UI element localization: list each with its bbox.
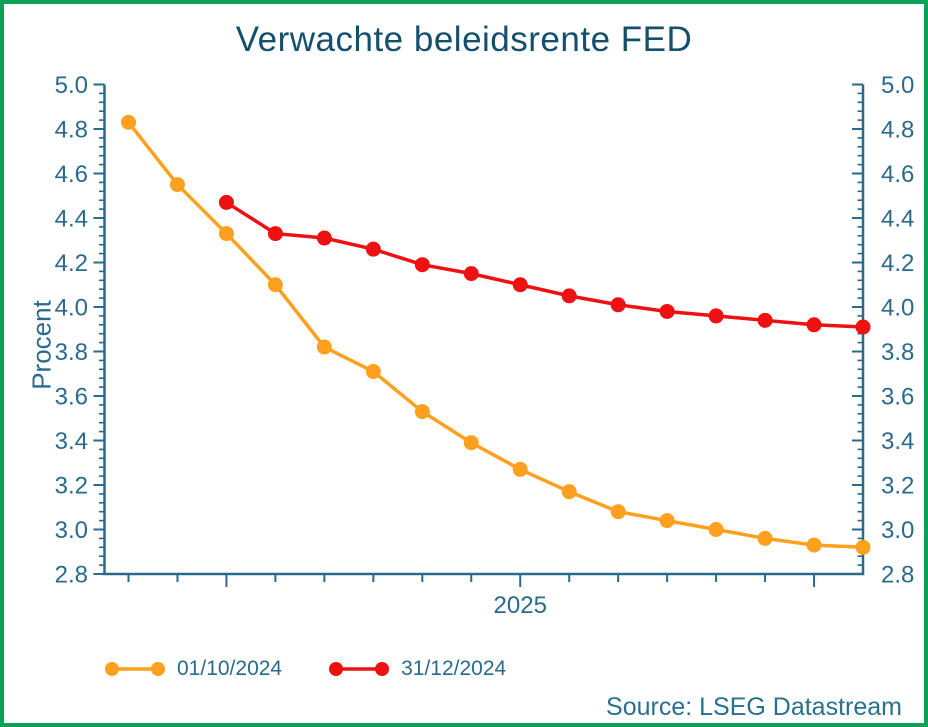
- series-1-point: [561, 288, 577, 304]
- plot-area: 5.0 5.0 4.8 4.8 4.6 4.6 4.4 4.4 4.2 4.2 4.0 4.0 3.8 3…: [55, 72, 915, 619]
- series-1-line: [224, 200, 865, 329]
- y-tick-label-left: 2.8: [55, 562, 88, 589]
- y-tick-label-right: 3.4: [881, 428, 914, 455]
- legend-item-series-1: 31/12/2024: [327, 657, 506, 681]
- series-1-point: [659, 303, 675, 319]
- series-0-point: [806, 537, 822, 553]
- legend-dot: [329, 662, 344, 676]
- axes: 5.0 5.0 4.8 4.8 4.6 4.6 4.4 4.4 4.2 4.2 4.0 4.0 3.8 3…: [55, 72, 915, 619]
- series-1: [218, 194, 871, 335]
- series-0-point: [169, 177, 185, 193]
- y-tick-label-left: 4.0: [55, 295, 88, 322]
- series-0-point: [708, 522, 724, 537]
- y-tick-label-left: 4.4: [55, 206, 88, 233]
- series-1-point: [365, 241, 381, 257]
- y-tick-label-right: 4.6: [881, 161, 914, 188]
- series-0-point: [561, 484, 577, 500]
- series-0-point: [659, 513, 675, 529]
- y-tick-label-right: 3.6: [881, 384, 914, 411]
- legend-dot: [151, 662, 165, 676]
- y-tick-label-right: 3.0: [881, 517, 914, 544]
- series-0: [121, 114, 871, 555]
- series-1-point: [708, 308, 724, 324]
- series-0-point: [414, 404, 430, 420]
- series-0-point: [316, 339, 332, 355]
- y-axis-title: Procent: [26, 300, 57, 390]
- y-tick-label-left: 3.4: [55, 428, 88, 455]
- legend-swatch-red: [329, 662, 390, 676]
- y-tick-label-right: 2.8: [881, 562, 914, 589]
- series-0-point: [267, 277, 283, 293]
- series-1-point: [610, 297, 626, 313]
- y-tick-label-right: 5.0: [881, 72, 914, 99]
- x-axis-label: 2025: [494, 592, 547, 619]
- legend-dot: [375, 662, 390, 676]
- legend-label-series-0: 01/10/2024: [177, 657, 283, 680]
- y-tick-label-right: 3.8: [881, 339, 914, 366]
- series-1-point: [463, 266, 479, 282]
- series-0-point: [610, 504, 626, 520]
- series-1-point: [757, 312, 773, 328]
- chart-title: Verwachte beleidsrente FED: [235, 20, 693, 59]
- y-tick-label-left: 4.6: [55, 161, 88, 188]
- y-tick-label-left: 4.2: [55, 250, 88, 277]
- y-tick-label-left: 3.0: [55, 517, 88, 544]
- series-1-point: [218, 194, 234, 210]
- series-1-point: [855, 319, 871, 335]
- y-tick-label-left: 5.0: [55, 72, 88, 99]
- series-0-point: [855, 539, 871, 555]
- series-1-point: [414, 257, 430, 273]
- legend-dot: [105, 662, 119, 676]
- legend-item-series-0: 01/10/2024: [103, 657, 282, 681]
- y-tick-label-right: 4.8: [881, 117, 914, 144]
- series-0-point: [121, 114, 136, 130]
- series-1-point: [267, 226, 283, 242]
- series-0-point: [463, 435, 479, 451]
- legend-swatch-orange: [105, 662, 165, 676]
- y-tick-label-left: 3.6: [55, 384, 88, 411]
- y-tick-label-right: 4.4: [881, 206, 914, 233]
- series-0-line: [126, 120, 865, 550]
- series-0-point: [512, 461, 528, 477]
- series-1-point: [512, 277, 528, 293]
- y-tick-label-right: 4.0: [881, 295, 914, 322]
- y-tick-label-left: 4.8: [55, 117, 88, 144]
- y-tick-label-left: 3.8: [55, 339, 88, 366]
- legend: 01/10/2024 31/12/2024: [103, 657, 506, 681]
- y-tick-label-right: 4.2: [881, 250, 914, 277]
- y-tick-label-left: 3.2: [55, 473, 88, 500]
- series-1-point: [806, 317, 822, 333]
- y-tick-label-right: 3.2: [881, 473, 914, 500]
- series-0-point: [365, 364, 381, 380]
- source-text: Source: LSEG Datastream: [606, 693, 902, 721]
- series-1-point: [316, 230, 332, 246]
- legend-label-series-1: 31/12/2024: [401, 657, 507, 680]
- series-0-point: [218, 226, 234, 242]
- series-0-point: [757, 530, 773, 546]
